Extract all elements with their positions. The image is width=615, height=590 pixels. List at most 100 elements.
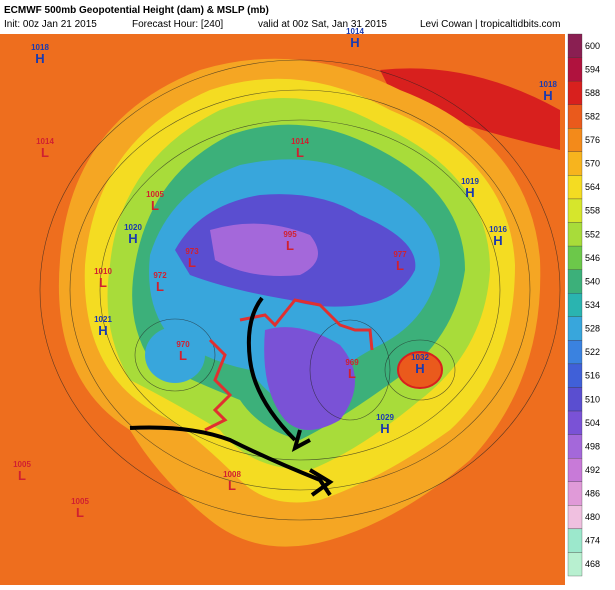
center-letter: H — [415, 361, 424, 376]
jet-black — [129, 296, 332, 497]
colorbar-swatch — [567, 458, 583, 482]
center-letter: L — [151, 198, 159, 213]
ridge — [380, 68, 560, 150]
colorbar-label: 498 — [585, 441, 600, 451]
colorbar-label: 570 — [585, 159, 600, 169]
high-atlantic — [397, 351, 443, 389]
colorbar-swatch — [567, 175, 583, 200]
center-letter: L — [41, 145, 49, 160]
center-value: 1021 — [94, 315, 112, 324]
isobars — [39, 59, 561, 521]
forecast-hour: Forecast Hour: [240] — [132, 19, 223, 30]
valid-time: valid at 00z Sat, Jan 31 2015 — [258, 19, 387, 30]
colorbar-swatch — [567, 293, 583, 317]
center-value: 1010 — [94, 267, 112, 276]
center-letter: H — [98, 323, 107, 338]
pressure-centers: 1018H1014H1014L1005L1020H1010L1021H973L9… — [13, 27, 557, 520]
center-letter: L — [396, 258, 404, 273]
colorbar-swatch — [567, 222, 583, 247]
colorbar-label: 582 — [585, 111, 600, 121]
colorbar-swatch — [567, 528, 583, 553]
low-pacific — [145, 327, 205, 383]
center-value: 1020 — [124, 223, 142, 232]
center-value: 1008 — [223, 470, 241, 479]
colorbar-label: 576 — [585, 135, 600, 145]
colorbar-swatch — [567, 245, 583, 270]
colorbar-swatch — [567, 269, 583, 294]
center-value: 1018 — [31, 43, 49, 52]
center-letter: L — [18, 468, 26, 483]
center-letter: H — [493, 233, 502, 248]
center-letter: L — [188, 255, 196, 270]
center-letter: L — [179, 348, 187, 363]
colorbar-label: 600 — [585, 41, 600, 51]
center-value: 1005 — [146, 190, 164, 199]
center-letter: L — [76, 505, 84, 520]
center-value: 1029 — [376, 413, 394, 422]
colorbar-swatch — [567, 128, 583, 152]
center-value: 977 — [393, 250, 407, 259]
center-letter: L — [286, 238, 294, 253]
colorbar: 600 594 588 582 576 570 564 558 552 546 540 534 528 5… — [567, 33, 600, 577]
colorbar-label: 534 — [585, 300, 600, 310]
center-value: 1014 — [346, 27, 364, 36]
center-value: 1005 — [13, 460, 31, 469]
colorbar-label: 558 — [585, 206, 600, 216]
center-letter: L — [228, 478, 236, 493]
center-value: 973 — [185, 247, 199, 256]
center-value: 1014 — [291, 137, 309, 146]
colorbar-swatch — [567, 80, 583, 105]
center-letter: L — [99, 275, 107, 290]
center-value: 1032 — [411, 353, 429, 362]
center-value: 995 — [283, 230, 297, 239]
center-value: 972 — [153, 271, 167, 280]
colorbar-swatch — [567, 198, 583, 223]
center-letter: H — [543, 88, 552, 103]
colorbar-swatch — [567, 387, 583, 412]
colorbar-swatch — [567, 410, 583, 435]
colorbar-label: 504 — [585, 418, 600, 428]
center-value: 970 — [176, 340, 190, 349]
center-value: 1014 — [36, 137, 54, 146]
center-letter: L — [348, 366, 356, 381]
center-value: 1016 — [489, 225, 507, 234]
colorbar-label: 492 — [585, 465, 600, 475]
colorbar-label: 528 — [585, 324, 600, 334]
center-value: 969 — [345, 358, 359, 367]
center-letter: L — [296, 145, 304, 160]
map — [0, 34, 565, 585]
init: Init: 00z Jan 21 2015 — [4, 19, 97, 30]
colorbar-swatch — [567, 340, 583, 365]
colorbar-swatch — [567, 104, 583, 129]
center-letter: L — [156, 279, 164, 294]
colorbar-label: 468 — [585, 559, 600, 569]
vortex-core — [210, 223, 318, 276]
colorbar-label: 486 — [585, 489, 600, 499]
colorbar-label: 510 — [585, 394, 600, 404]
credit: Levi Cowan | tropicaltidbits.com — [420, 19, 560, 30]
center-letter: H — [350, 35, 359, 50]
colorbar-swatch — [567, 363, 583, 388]
colorbar-label: 474 — [585, 536, 600, 546]
center-letter: H — [128, 231, 137, 246]
title: ECMWF 500mb Geopotential Height (dam) & … — [4, 5, 269, 16]
arrow-head — [308, 468, 334, 497]
center-letter: H — [465, 185, 474, 200]
center-letter: H — [35, 51, 44, 66]
center-letter: H — [380, 421, 389, 436]
colorbar-label: 540 — [585, 276, 600, 286]
colorbar-swatch — [567, 552, 583, 577]
center-value: 1019 — [461, 177, 479, 186]
colorbar-swatch — [567, 481, 583, 506]
jet-red — [204, 298, 374, 432]
colorbar-swatch — [567, 434, 583, 459]
colorbar-label: 594 — [585, 64, 600, 74]
colorbar-label: 522 — [585, 347, 600, 357]
trough-east — [264, 327, 355, 430]
colorbar-label: 564 — [585, 182, 600, 192]
colorbar-swatch — [567, 316, 583, 341]
center-value: 1005 — [71, 497, 89, 506]
colorbar-label: 552 — [585, 229, 600, 239]
colorbar-swatch — [567, 57, 583, 82]
